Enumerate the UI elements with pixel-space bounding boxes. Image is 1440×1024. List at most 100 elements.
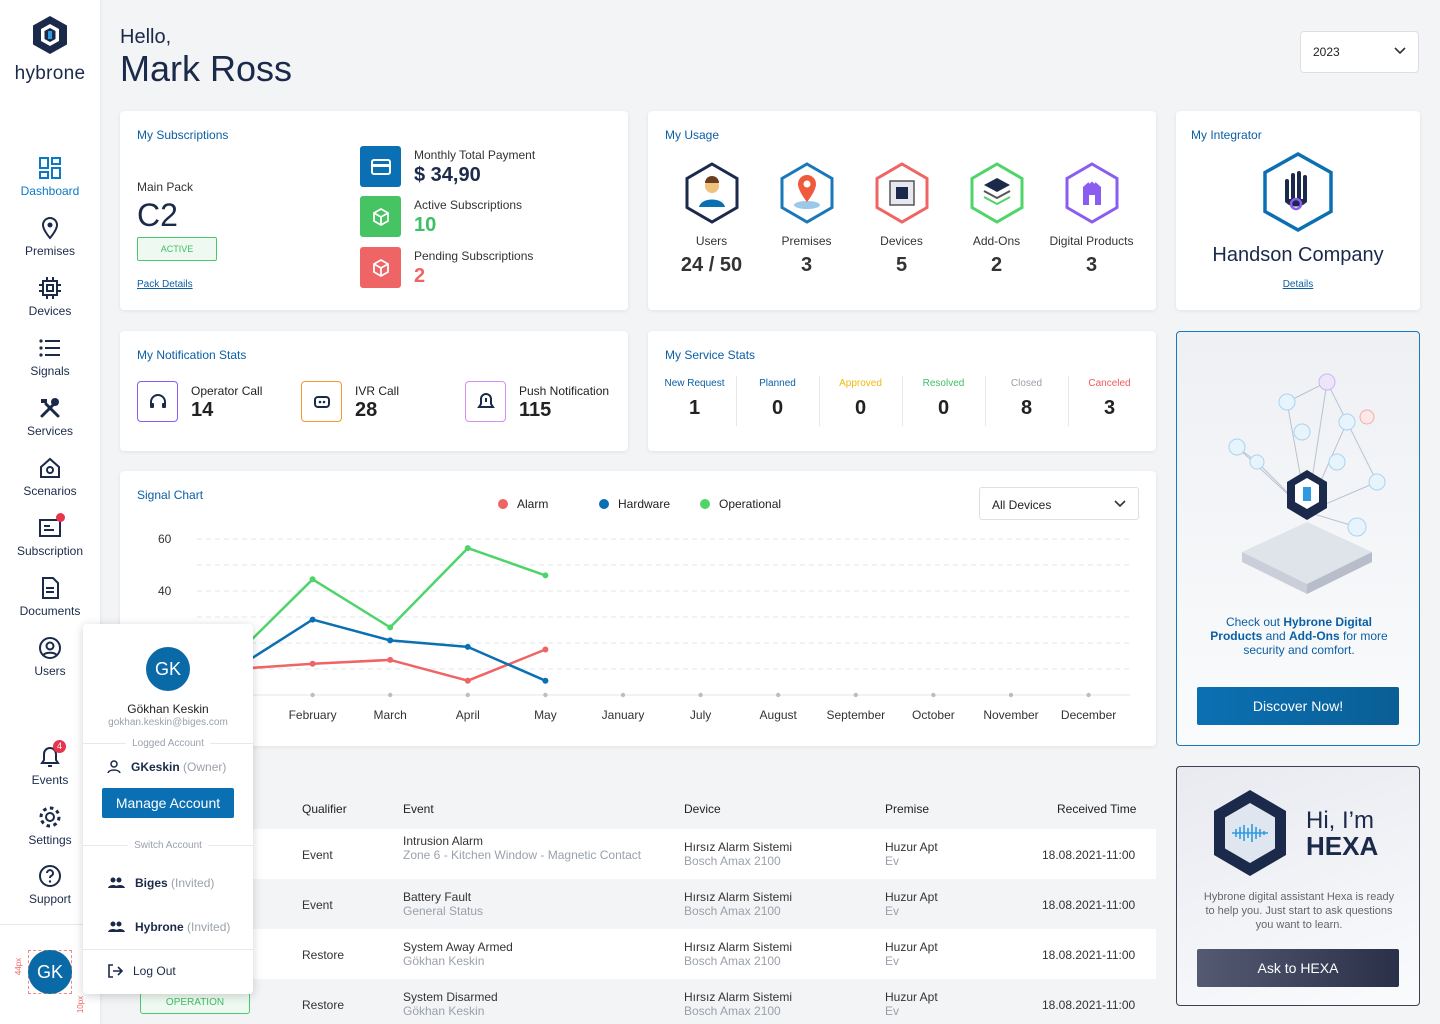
active-subscriptions-label: Active Subscriptions: [414, 198, 523, 212]
sidebar-item-dashboard[interactable]: Dashboard: [0, 156, 100, 198]
pack-details-link[interactable]: Pack Details: [137, 279, 193, 290]
sidebar-item-services[interactable]: Services: [0, 396, 100, 438]
discover-now-button[interactable]: Discover Now!: [1197, 687, 1399, 725]
sidebar-item-scenarios[interactable]: Scenarios: [0, 456, 100, 498]
sidebar-item-label: Scenarios: [23, 484, 77, 498]
account-option-state: (Invited): [171, 876, 215, 890]
table-row[interactable]: Event Intrusion Alarm Zone 6 - Kitchen Wi…: [120, 829, 1156, 879]
manage-account-button[interactable]: Manage Account: [102, 788, 234, 818]
column-header-premise[interactable]: Premise: [885, 802, 930, 816]
sidebar-item-label: Devices: [28, 304, 72, 318]
legend-hardware[interactable]: Hardware: [599, 497, 670, 511]
column-header-device[interactable]: Device: [684, 802, 721, 816]
hybrone-logo-icon: [33, 16, 67, 54]
integrator-card: My Integrator Handson Company Details: [1176, 111, 1420, 310]
hexa-logo-icon: [1214, 790, 1286, 876]
notification-label: Operator Call: [191, 384, 263, 398]
ask-hexa-button[interactable]: Ask to HEXA: [1197, 949, 1399, 987]
sidebar-item-premises[interactable]: Premises: [0, 216, 100, 258]
data-point: [309, 616, 316, 623]
list-icon: [39, 339, 60, 357]
x-tick-label: January: [602, 708, 645, 722]
sidebar-item-label: Dashboard: [20, 184, 80, 198]
legend-label: Hardware: [618, 497, 671, 511]
box-icon: [372, 207, 389, 226]
usage-value: 3: [1085, 254, 1098, 276]
device-name: Hırsız Alarm Sistemi: [684, 940, 793, 954]
account-email: gokhan.keskin@biges.com: [108, 717, 228, 728]
usage-value: 3: [800, 254, 813, 276]
premise-cell: Huzur Apt Ev: [885, 940, 938, 968]
chip-icon: [39, 277, 61, 299]
sidebar-item-events[interactable]: 4 Events: [0, 740, 100, 787]
service-value: 1: [688, 397, 701, 419]
bell-icon: [476, 392, 495, 408]
usage-label: Premises: [781, 234, 832, 248]
promo-text-addons: Add-Ons: [1289, 629, 1340, 643]
promo-card: Check out Hybrone Digital Products and A…: [1176, 331, 1420, 746]
service-value: 3: [1103, 397, 1116, 419]
notification-value: 14: [191, 399, 214, 421]
brand-logo[interactable]: hybrone: [0, 14, 100, 85]
x-tick-dot: [931, 692, 936, 698]
account-option-state: (Invited): [187, 920, 231, 934]
qualifier-cell: Restore: [302, 948, 345, 962]
sidebar-item-subscription[interactable]: Subscription: [0, 513, 100, 558]
table-row[interactable]: Event Battery Fault General Status Hırsız…: [120, 879, 1156, 929]
event-cell: Battery Fault General Status: [403, 890, 483, 918]
promo-text-b: and: [1262, 629, 1290, 643]
device-model: Bosch Amax 2100: [684, 954, 781, 968]
sidebar-item-users[interactable]: Users: [0, 636, 100, 678]
service-label: Planned: [759, 378, 796, 389]
qualifier-cell: Event: [302, 898, 333, 912]
premise-cell: Huzur Apt Ev: [885, 890, 938, 918]
series-line-alarm: [234, 648, 546, 682]
logout-item[interactable]: Log Out: [107, 963, 176, 979]
data-point: [464, 545, 471, 552]
sidebar-item-support[interactable]: Support: [0, 864, 100, 906]
qualifier-cell: Restore: [302, 998, 345, 1012]
year-select[interactable]: 2023: [1300, 31, 1419, 73]
service-value: 0: [937, 397, 950, 419]
legend-alarm[interactable]: Alarm: [498, 497, 548, 511]
x-tick-dot: [776, 692, 781, 698]
x-tick-dot: [1086, 692, 1091, 698]
sidebar-item-signals[interactable]: Signals: [0, 336, 100, 378]
column-header-received-time[interactable]: Received Time: [1057, 802, 1137, 816]
switch-account-hybrone[interactable]: Hybrone (Invited): [107, 920, 230, 934]
time-cell: 18.08.2021-11:00: [1042, 948, 1136, 962]
switch-account-biges[interactable]: Biges (Invited): [107, 876, 214, 890]
integrator-details-link[interactable]: Details: [1282, 279, 1314, 290]
column-header-qualifier[interactable]: Qualifier: [302, 802, 347, 816]
digital-products-hex-icon: [1065, 162, 1118, 224]
table-row[interactable]: Restore System Away Armed Gökhan Keskin H…: [120, 929, 1156, 979]
promo-text: Check out Hybrone Digital Products and A…: [1202, 615, 1396, 657]
hexa-assistant-card: Hi, I’m HEXA Hybrone digital assistant H…: [1176, 766, 1420, 1006]
device-filter-select[interactable]: All Devices: [979, 487, 1139, 520]
service-label: Approved: [839, 378, 882, 389]
sidebar-item-documents[interactable]: Documents: [0, 576, 100, 618]
device-model: Bosch Amax 2100: [684, 904, 781, 918]
legend-operational[interactable]: Operational: [700, 497, 781, 511]
premise-type: Ev: [885, 854, 900, 868]
usage-label: Devices: [880, 234, 923, 248]
usage-users: Users 24 / 50: [664, 161, 759, 277]
usage-card: My Usage Users 24 / 50 Premises 3 Device…: [648, 111, 1156, 310]
logged-account-row: GKeskin (Owner): [107, 760, 226, 774]
x-tick-dot: [310, 692, 315, 698]
data-point: [542, 572, 549, 579]
sidebar-item-settings[interactable]: Settings: [0, 805, 100, 847]
premise-type: Ev: [885, 904, 900, 918]
usage-label: Add-Ons: [972, 234, 1021, 248]
credit-card-icon: [370, 158, 391, 175]
user-avatar[interactable]: GK: [28, 950, 72, 994]
pending-tile: [360, 247, 401, 288]
table-row[interactable]: Restore System Disarmed Gökhan Keskin Hır…: [120, 979, 1156, 1024]
divider: [1068, 376, 1069, 426]
devices-hex-icon: [875, 162, 928, 224]
column-header-event[interactable]: Event: [403, 802, 434, 816]
event-detail: Gökhan Keskin: [403, 954, 485, 968]
sidebar-item-devices[interactable]: Devices: [0, 276, 100, 318]
chart-title: Signal Chart: [137, 488, 204, 502]
service-value: 0: [771, 397, 784, 419]
